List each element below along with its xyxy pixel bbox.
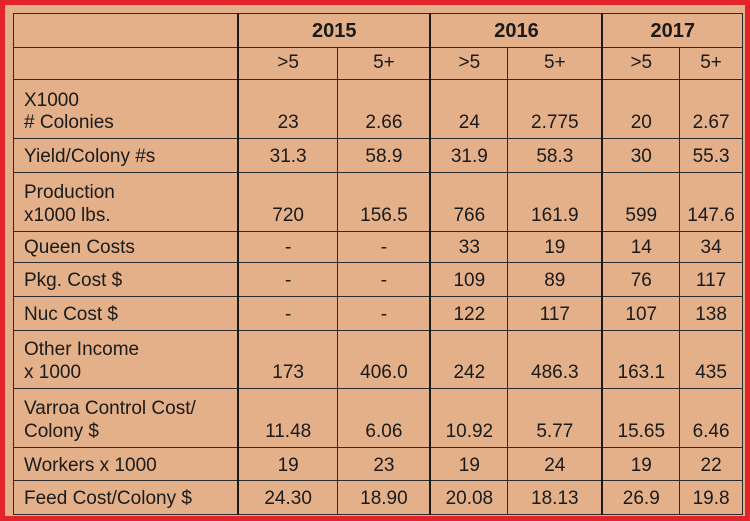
cell-2015-under5: 23 bbox=[236, 79, 339, 140]
cell-2017-over5: 19.8 bbox=[679, 480, 743, 515]
cell-2017-over5: 34 bbox=[679, 230, 743, 264]
corner-cell bbox=[12, 13, 239, 48]
cell-2016-over5: 5.77 bbox=[507, 387, 603, 448]
cell-2015-over5: - bbox=[337, 230, 431, 264]
cell-2017-under5: 30 bbox=[601, 138, 681, 173]
cell-2017-over5: 117 bbox=[679, 262, 743, 298]
subheader-2016-over5: 5+ bbox=[507, 46, 603, 81]
cell-2015-under5: 11.48 bbox=[236, 387, 339, 448]
cell-2015-under5: 19 bbox=[236, 446, 339, 482]
subheader-2017-over5: 5+ bbox=[679, 46, 743, 81]
cell-2017-under5: 19 bbox=[601, 446, 681, 482]
other-income-row: Other Income x 1000 173 406.0 242 486.3 163.1… bbox=[12, 329, 743, 389]
cell-2016-under5: 31.9 bbox=[429, 138, 509, 173]
cell-2017-under5: 14 bbox=[601, 230, 681, 264]
row-label: Feed Cost/Colony $ bbox=[12, 480, 239, 515]
row-label: Queen Costs bbox=[12, 230, 239, 264]
cell-2015-over5: 2.66 bbox=[337, 79, 431, 140]
subheader-corner bbox=[12, 46, 239, 81]
cell-2015-under5: 173 bbox=[236, 329, 339, 389]
cell-2015-over5: 6.06 bbox=[337, 387, 431, 448]
cell-2015-over5: 23 bbox=[337, 446, 431, 482]
year-header-row: 2015 2016 2017 bbox=[12, 13, 744, 48]
yield-row: Yield/Colony #s 31.3 58.9 31.9 58.3 30 55.3 bbox=[12, 138, 743, 173]
cell-2016-over5: 58.3 bbox=[507, 138, 603, 173]
cell-2015-under5: - bbox=[236, 230, 339, 264]
cell-2017-over5: 138 bbox=[679, 296, 743, 331]
row-label: Varroa Control Cost/ Colony $ bbox=[12, 387, 239, 448]
cell-2016-over5: 24 bbox=[507, 446, 603, 482]
cell-2016-over5: 117 bbox=[507, 296, 603, 331]
pkg-cost-row: Pkg. Cost $ - -109 89 76 117 bbox=[12, 262, 743, 298]
cell-2016-over5: 19 bbox=[507, 230, 603, 264]
cell-2016-under5: 10.92 bbox=[429, 387, 509, 448]
cell-2015-under5: 720 bbox=[236, 171, 339, 232]
row-label: Workers x 1000 bbox=[12, 446, 239, 482]
row-label: Other Income x 1000 bbox=[12, 329, 239, 389]
production-row: Production x1000 lbs. 720 156.5 766 161.9 599… bbox=[12, 171, 743, 232]
subheader-2015-under5: >5 bbox=[236, 46, 339, 81]
cell-2017-over5: 55.3 bbox=[679, 138, 743, 173]
year-2017-header: 2017 bbox=[601, 13, 744, 48]
cell-2016-under5: 20.08 bbox=[429, 480, 509, 515]
cell-2017-over5: 2.67 bbox=[679, 79, 743, 140]
cell-2016-under5: 766 bbox=[429, 171, 509, 232]
cell-2016-over5: 486.3 bbox=[507, 329, 603, 389]
cell-2015-under5: - bbox=[236, 296, 339, 331]
row-label: Nuc Cost $ bbox=[12, 296, 239, 331]
cell-2015-over5: - bbox=[337, 262, 431, 298]
varroa-cost-row: Varroa Control Cost/ Colony $11.48 6.06 10… bbox=[12, 387, 743, 448]
cell-2016-under5: 19 bbox=[429, 446, 509, 482]
cell-2016-over5: 2.775 bbox=[507, 79, 603, 140]
cell-2017-over5: 147.6 bbox=[679, 171, 743, 232]
cell-2016-over5: 161.9 bbox=[507, 171, 603, 232]
cell-2015-over5: 58.9 bbox=[337, 138, 431, 173]
cell-2016-under5: 122 bbox=[429, 296, 509, 331]
subheader-2015-over5: 5+ bbox=[337, 46, 431, 81]
cell-2015-over5: 406.0 bbox=[337, 329, 431, 389]
cell-2017-under5: 26.9 bbox=[601, 480, 681, 515]
cell-2017-over5: 22 bbox=[679, 446, 743, 482]
queen-costs-row: Queen Costs - -33 19 14 34 bbox=[12, 230, 743, 264]
cell-2017-under5: 599 bbox=[601, 171, 681, 232]
cell-2015-under5: 24.30 bbox=[236, 480, 339, 515]
cell-2016-over5: 18.13 bbox=[507, 480, 603, 515]
cell-2016-over5: 89 bbox=[507, 262, 603, 298]
cell-2015-under5: - bbox=[236, 262, 339, 298]
cell-2016-under5: 242 bbox=[429, 329, 509, 389]
row-label: Pkg. Cost $ bbox=[12, 262, 239, 298]
cell-2017-under5: 76 bbox=[601, 262, 681, 298]
subheader-row: >5 5+ >5 5+ >5 5+ bbox=[12, 46, 743, 81]
cell-2017-under5: 15.65 bbox=[601, 387, 681, 448]
feed-cost-row: Feed Cost/Colony $24.30 18.90 20.08 18.13 26… bbox=[12, 480, 743, 515]
cell-2017-over5: 435 bbox=[679, 329, 743, 389]
row-label: Yield/Colony #s bbox=[12, 138, 239, 173]
year-2016-header: 2016 bbox=[429, 13, 603, 48]
cell-2015-over5: 18.90 bbox=[337, 480, 431, 515]
subheader-2017-under5: >5 bbox=[601, 46, 681, 81]
subheader-2016-under5: >5 bbox=[429, 46, 509, 81]
cell-2015-over5: - bbox=[337, 296, 431, 331]
colonies-row: X1000 # Colonies 23 2.66 24 2.775 20 2.67 bbox=[12, 79, 743, 140]
cell-2016-under5: 33 bbox=[429, 230, 509, 264]
cell-2015-under5: 31.3 bbox=[236, 138, 339, 173]
nuc-cost-row: Nuc Cost $ - -122 117 107 138 bbox=[12, 296, 743, 331]
cell-2017-under5: 20 bbox=[601, 79, 681, 140]
cell-2017-over5: 6.46 bbox=[679, 387, 743, 448]
row-label: Production x1000 lbs. bbox=[12, 171, 239, 232]
cell-2016-under5: 109 bbox=[429, 262, 509, 298]
cell-2017-under5: 107 bbox=[601, 296, 681, 331]
cell-2017-under5: 163.1 bbox=[601, 329, 681, 389]
row-label: X1000 # Colonies bbox=[12, 79, 239, 140]
year-2015-header: 2015 bbox=[236, 13, 431, 48]
workers-row: Workers x 1000 19 23 19 24 19 22 bbox=[12, 446, 743, 482]
bee-cost-table: 2015 2016 2017 >5 5+ >5 5+ >5 5+ X1000 #… bbox=[12, 13, 744, 515]
cell-2015-over5: 156.5 bbox=[337, 171, 431, 232]
cell-2016-under5: 24 bbox=[429, 79, 509, 140]
